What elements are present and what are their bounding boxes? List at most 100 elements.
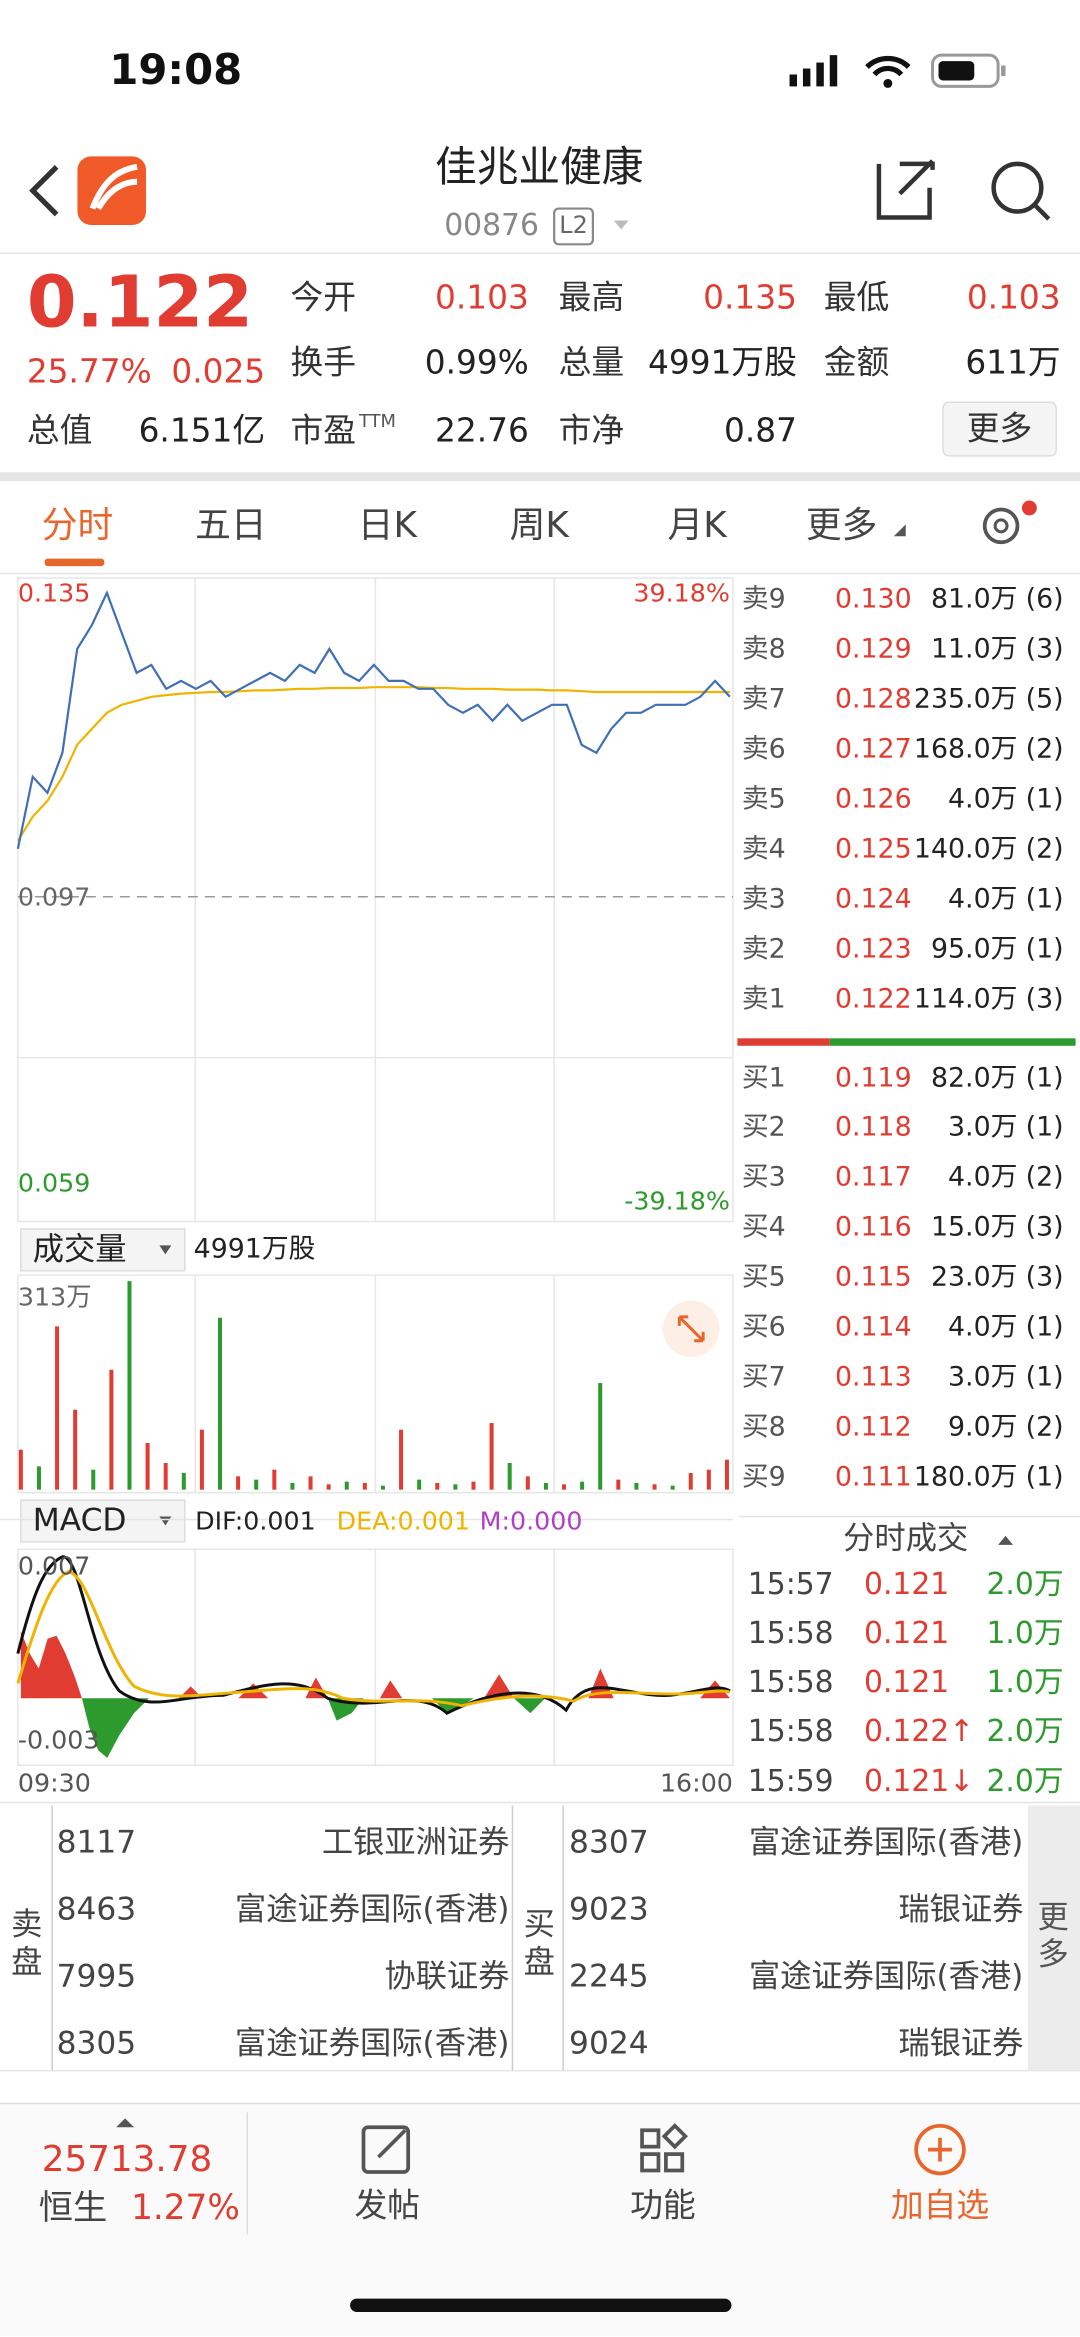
volume-bar (254, 1479, 259, 1490)
trade-volume: 2.0万 (986, 1567, 1064, 1603)
more-bg[interactable] (1027, 1805, 1080, 2071)
book-label: 买5 (741, 1261, 786, 1293)
post-icon[interactable] (361, 2125, 411, 2174)
book-price: 0.128 (834, 683, 912, 715)
index-change: 1.27% (131, 2187, 240, 2228)
book-price: 0.127 (834, 733, 912, 765)
volume-bar (399, 1429, 404, 1490)
volume-bar (326, 1484, 331, 1490)
broker-side[interactable]: 更多 (1037, 1899, 1069, 1973)
book-count: (1) (1025, 1311, 1064, 1343)
broker-code: 7995 (56, 1958, 137, 1995)
broker-name: 瑞银证券 (898, 1891, 1024, 1928)
change-pct: 25.77% (26, 353, 152, 392)
book-label: 卖9 (741, 583, 786, 615)
share-button[interactable] (876, 159, 935, 220)
book-count: (6) (1025, 583, 1064, 615)
book-volume: 235.0万 (913, 683, 1018, 715)
book-price: 0.111 (834, 1461, 912, 1493)
volume-max: 313万 (17, 1281, 92, 1312)
volume-bar (308, 1476, 313, 1490)
book-price: 0.129 (834, 633, 912, 665)
home-indicator (350, 2298, 732, 2313)
broker-code: 8117 (56, 1824, 137, 1861)
bottom-button[interactable]: 加自选 (890, 2186, 990, 2225)
book-volume: 140.0万 (913, 833, 1018, 865)
trade-time: 15:58 (747, 1616, 834, 1652)
tab[interactable]: 分时 (41, 504, 114, 546)
book-label: 卖8 (741, 633, 786, 665)
volume-bar (109, 1369, 114, 1490)
trade-time: 15:57 (747, 1567, 834, 1603)
stat-value: 22.76 (435, 411, 529, 450)
volume-bar (18, 1449, 23, 1490)
book-volume: 180.0万 (913, 1461, 1018, 1493)
volume-bar (634, 1482, 639, 1490)
tab[interactable]: 月K (667, 504, 727, 546)
broker-side: 买盘 (523, 1906, 555, 1980)
stat-label: 今开 (290, 278, 356, 317)
book-count: (3) (1025, 983, 1064, 1015)
trade-price: 0.121 (864, 1567, 950, 1603)
macd-m: M:0.000 (479, 1505, 583, 1536)
stat-sup: TTM (359, 410, 396, 432)
volume-bar (489, 1423, 494, 1490)
avg-line (16, 686, 730, 842)
add-icon[interactable] (914, 2123, 966, 2176)
book-volume: 3.0万 (948, 1361, 1018, 1393)
book-label: 卖6 (741, 733, 786, 765)
tab[interactable]: 更多 (805, 504, 878, 546)
book-volume: 4.0万 (948, 1161, 1018, 1193)
more-button[interactable] (942, 401, 1057, 457)
volume-bar (724, 1459, 729, 1490)
book-label: 买4 (741, 1211, 786, 1243)
search-button[interactable] (991, 161, 1044, 214)
book-price: 0.113 (834, 1361, 912, 1393)
book-count: (1) (1025, 883, 1064, 915)
stat-value: 4991万股 (648, 344, 797, 383)
more-button[interactable]: 更多 (966, 409, 1033, 448)
volume-bar (181, 1472, 186, 1490)
book-count: (2) (1025, 1161, 1064, 1193)
change: 0.025 (171, 353, 266, 392)
book-count: (5) (1025, 683, 1064, 715)
tab[interactable]: 五日 (195, 504, 267, 546)
level: L2 (559, 211, 588, 240)
volume-bar (236, 1476, 241, 1490)
settings-button[interactable] (982, 507, 1020, 545)
stat-value: 0.87 (723, 411, 797, 450)
book-count: (1) (1025, 1361, 1064, 1393)
volume-bar (688, 1472, 693, 1490)
trade-volume: 2.0万 (986, 1763, 1064, 1799)
stat-label: 市净 (558, 411, 625, 450)
stock-code: 00876 (444, 208, 539, 244)
volume-bar (471, 1481, 476, 1490)
stat-label: 市盈 (290, 411, 356, 450)
tab[interactable]: 日K (357, 504, 417, 546)
stat-label: 总量 (558, 344, 625, 383)
book-count: (1) (1025, 1062, 1064, 1094)
stat-value: 0.99% (424, 344, 529, 383)
volume-bar (127, 1281, 132, 1490)
book-label: 买1 (741, 1062, 786, 1094)
stat-label: 最高 (558, 278, 625, 317)
bottom-button[interactable]: 功能 (630, 2186, 696, 2225)
volume-bar (435, 1482, 440, 1490)
tab[interactable]: 周K (509, 504, 569, 546)
trades-title: 分时成交 (843, 1520, 969, 1557)
book-price: 0.122 (834, 983, 912, 1015)
book-volume: 82.0万 (930, 1062, 1018, 1094)
back-button[interactable] (29, 165, 59, 217)
volume-bar (616, 1479, 621, 1490)
book-count: (1) (1025, 933, 1064, 965)
index-value: 25713.78 (41, 2139, 213, 2181)
trade-volume: 1.0万 (986, 1616, 1064, 1652)
macd-label: MACD (32, 1502, 127, 1539)
function-icon[interactable] (640, 2123, 689, 2173)
book-label: 买2 (741, 1112, 786, 1143)
volume-bar (91, 1469, 96, 1490)
bottom-button[interactable]: 发帖 (354, 2186, 421, 2225)
time-end: 16:00 (659, 1767, 733, 1798)
